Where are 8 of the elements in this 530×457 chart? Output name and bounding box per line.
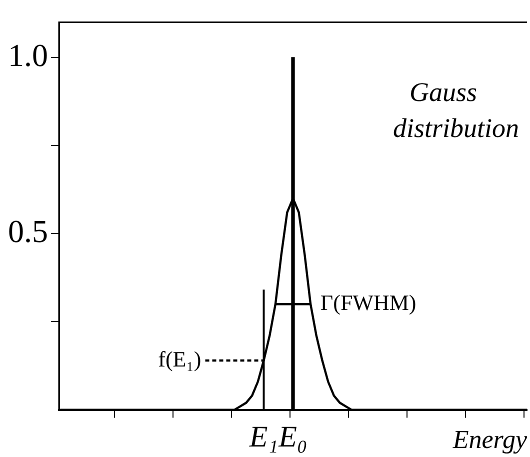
x-axis-title: Energy	[452, 425, 528, 454]
x-tick-label: E₀	[278, 420, 308, 454]
annotation: Γ(FWHM)	[320, 290, 416, 315]
y-tick-label: 1.0	[8, 36, 48, 73]
y-tick-label: 0.5	[8, 213, 48, 250]
x-tick-label: E₁	[248, 420, 278, 454]
annotation: Gauss distribution	[392, 76, 519, 143]
annotation: f(E₁)	[158, 346, 202, 372]
